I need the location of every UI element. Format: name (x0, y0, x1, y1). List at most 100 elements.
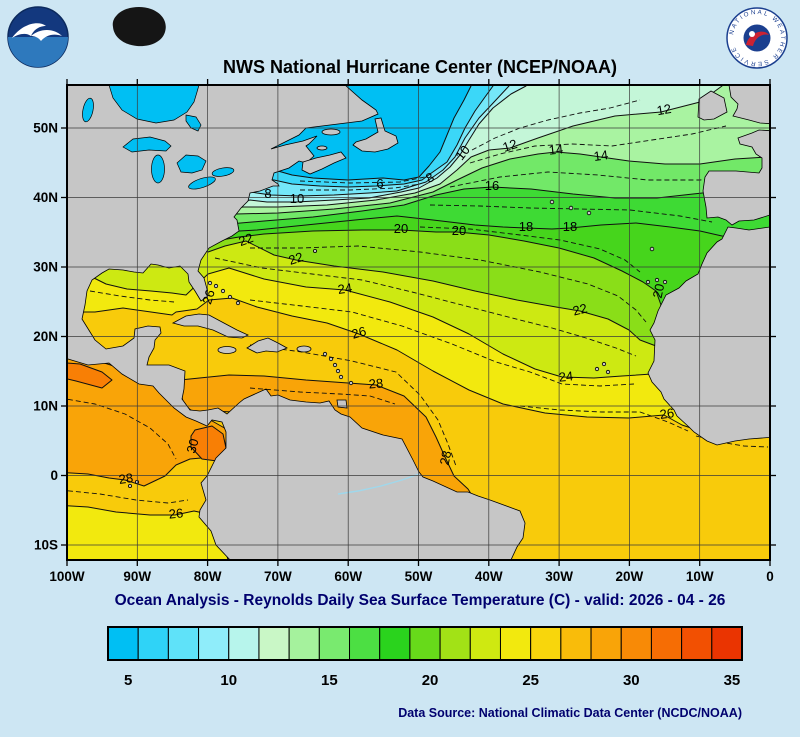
contour-label: 18 (519, 219, 533, 234)
lat-label: 50N (33, 121, 58, 136)
colorbar-cell (409, 626, 441, 661)
lake-ontario (211, 167, 235, 177)
colorbar-cell (530, 626, 562, 661)
contour-label: 12 (501, 136, 519, 155)
colorbar-cell (198, 626, 230, 661)
contour-label: 6 (376, 176, 383, 191)
hudson-bay (108, 85, 200, 124)
colorbar-label: 15 (321, 672, 338, 689)
contour-label: 30 (183, 437, 201, 455)
colorbar-label: 30 (623, 672, 640, 689)
contour-label: 24 (558, 368, 574, 384)
lat-label: 40N (33, 190, 58, 205)
colorbar-cell (379, 626, 411, 661)
newfoundland-island (352, 117, 399, 153)
jamaica-island (217, 346, 237, 354)
colorbar-label: 25 (522, 672, 539, 689)
contour-label: 20 (452, 223, 466, 238)
land-layer (67, 85, 770, 560)
contour-label: 12 (655, 101, 672, 118)
contour-label: 20 (394, 221, 408, 236)
colorbar-cell (107, 626, 139, 661)
nova-scotia (301, 151, 347, 175)
lon-label: 40W (475, 569, 503, 584)
lon-label: 10W (686, 569, 714, 584)
iberia-france-landmass (702, 129, 770, 226)
colorbar-cell (620, 626, 652, 661)
colorbar-cell (318, 626, 351, 661)
cuba-island (171, 313, 249, 339)
hispaniola-island (246, 337, 288, 354)
lon-label: 20W (616, 569, 644, 584)
noaa-logo (7, 6, 69, 68)
colorbar-cell (137, 626, 169, 661)
page-title: NWS National Hurricane Center (NCEP/NOAA… (222, 57, 618, 77)
anticosti-island (321, 128, 341, 136)
contour-label: 22 (236, 230, 255, 249)
contour-label: 22 (571, 300, 589, 318)
lat-label: 10S (34, 538, 58, 553)
colorbar-cell (590, 626, 622, 661)
small-islands (127, 199, 668, 488)
isotherm-band-ge30-mexico (67, 362, 113, 389)
lon-label: 50W (405, 569, 433, 584)
nws-logo: NATIONAL WEATHER SERVICE (726, 7, 788, 69)
americas-landmass (67, 85, 526, 560)
contour-label: 20 (650, 282, 668, 299)
colorbar-label: 10 (220, 672, 237, 689)
lake-superior (122, 136, 172, 153)
contour-label: 18 (563, 219, 577, 234)
dark-emblem-graphic (112, 7, 166, 47)
africa-landmass (647, 226, 770, 446)
axis-labels-layer: 50N 40N 30N 20N 10N 0 10S 100W 90W 80W 70W 60W 50W 40… (33, 79, 776, 584)
lon-label: 80W (194, 569, 222, 584)
colorbar-frame (107, 626, 743, 661)
contour-label: 14 (548, 141, 564, 157)
contour-label: 26 (659, 405, 675, 422)
colorbar-cell (288, 626, 320, 661)
lon-label: 90W (123, 569, 151, 584)
contour-label: 26 (199, 288, 218, 306)
lat-label: 0 (50, 468, 58, 483)
hurricane-swirl-icon (746, 31, 769, 46)
colorbar-cell (439, 626, 471, 661)
contour-label: 10 (290, 191, 304, 206)
britain-landmass (728, 85, 770, 125)
lake-winnipeg (82, 97, 94, 123)
colorbar-cell (650, 626, 683, 661)
lat-label: 20N (33, 329, 58, 344)
colorbar: 5 10 15 20 25 30 35 (107, 626, 743, 689)
ireland-landmass (697, 90, 728, 121)
lake-erie (188, 176, 216, 190)
graticule-layer (67, 85, 770, 560)
prince-edward-island (316, 145, 328, 151)
gull-icon (31, 30, 62, 41)
lake-huron (176, 154, 207, 174)
contour-label: 26 (168, 505, 184, 521)
gull-icon (12, 23, 46, 38)
lake-michigan (151, 154, 165, 184)
lon-label: 30W (545, 569, 573, 584)
lon-label: 70W (264, 569, 292, 584)
colorbar-cell (681, 626, 713, 661)
contour-label: 24 (337, 280, 353, 297)
lon-label: 100W (49, 569, 85, 584)
james-bay (185, 114, 202, 132)
contour-label: 8 (264, 186, 271, 201)
contour-label: 28 (437, 449, 455, 466)
colorbar-cell (349, 626, 381, 661)
contour-label: 22 (287, 249, 305, 268)
lon-label: 0 (766, 569, 774, 584)
colorbar-label: 5 (124, 672, 132, 689)
puerto-rico-island (296, 345, 312, 353)
colorbar-cell (258, 626, 290, 661)
data-source-note: Data Source: National Climatic Data Cent… (398, 706, 742, 720)
lat-label: 10N (33, 399, 58, 414)
amazon-river (337, 473, 420, 495)
colorbar-cell (711, 626, 743, 661)
map-caption: Ocean Analysis - Reynolds Daily Sea Surf… (114, 592, 726, 609)
contour-label: 28 (118, 470, 134, 487)
colorbar-label: 20 (422, 672, 439, 689)
